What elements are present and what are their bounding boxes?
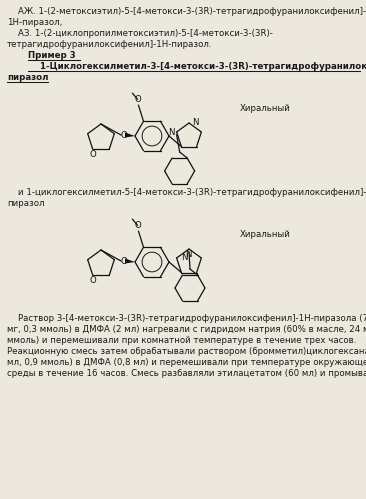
Text: O: O <box>134 221 141 230</box>
Text: Раствор 3-[4-метокси-3-(3R)-тетрагидрофуранилоксифенил]-1H-пиразола (78: Раствор 3-[4-метокси-3-(3R)-тетрагидрофу… <box>7 314 366 323</box>
Text: Хиральный: Хиральный <box>240 103 291 112</box>
Text: N: N <box>185 250 191 259</box>
Text: O: O <box>121 131 127 140</box>
Text: N: N <box>168 128 175 138</box>
Text: 1-Циклогексилметил-3-[4-метокси-3-(3R)-тетрагидрофуранилоксифенил]-1H-: 1-Циклогексилметил-3-[4-метокси-3-(3R)-т… <box>28 62 366 71</box>
Text: тетрагидрофуранилоксифенил]-1H-пиразол.: тетрагидрофуранилоксифенил]-1H-пиразол. <box>7 40 213 49</box>
Text: Реакционную смесь затем обрабатывали раствором (бромметил)циклогексана (0,13: Реакционную смесь затем обрабатывали рас… <box>7 347 366 356</box>
Text: N: N <box>181 253 187 262</box>
Text: мг, 0,3 ммоль) в ДМФА (2 мл) нагревали с гидридом натрия (60% в масле, 24 мг, 0,: мг, 0,3 ммоль) в ДМФА (2 мл) нагревали с… <box>7 325 366 334</box>
Polygon shape <box>125 258 135 263</box>
Text: АЖ. 1-(2-метоксиэтил)-5-[4-метокси-3-(3R)-тетрагидрофуранилоксифенил]-: АЖ. 1-(2-метоксиэтил)-5-[4-метокси-3-(3R… <box>7 7 366 16</box>
Text: O: O <box>89 276 96 285</box>
Text: O: O <box>89 150 96 159</box>
Text: и 1-циклогексилметил-5-[4-метокси-3-(3R)-тетрагидрофуранилоксифенил]-1H-: и 1-циклогексилметил-5-[4-метокси-3-(3R)… <box>7 188 366 197</box>
Text: пиразол: пиразол <box>7 199 45 208</box>
Text: среды в течение 16 часов. Смесь разбавляли этилацетатом (60 мл) и промывали: среды в течение 16 часов. Смесь разбавля… <box>7 369 366 378</box>
Text: ммоль) и перемешивали при комнатной температуре в течение трех часов.: ммоль) и перемешивали при комнатной темп… <box>7 336 356 345</box>
Text: 1H-пиразол,: 1H-пиразол, <box>7 18 62 27</box>
Text: N: N <box>192 117 198 127</box>
Text: O: O <box>121 256 127 265</box>
Text: Пример 3: Пример 3 <box>28 51 76 60</box>
Polygon shape <box>125 133 135 138</box>
Text: O: O <box>134 95 141 104</box>
Text: пиразол: пиразол <box>7 73 49 82</box>
Text: Хиральный: Хиральный <box>240 230 291 239</box>
Text: АЗ. 1-(2-циклопропилметоксиэтил)-5-[4-метокси-3-(3R)-: АЗ. 1-(2-циклопропилметоксиэтил)-5-[4-ме… <box>7 29 273 38</box>
Text: мл, 0,9 ммоль) в ДМФА (0,8 мл) и перемешивали при температуре окружающей: мл, 0,9 ммоль) в ДМФА (0,8 мл) и перемеш… <box>7 358 366 367</box>
